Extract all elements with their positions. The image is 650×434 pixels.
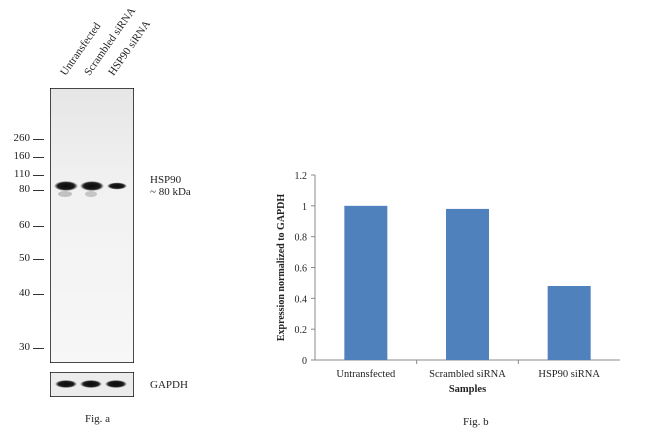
mw-tick-110 — [33, 175, 44, 176]
mw-marker-60: 60 — [19, 219, 30, 231]
mw-marker-260: 260 — [13, 132, 31, 144]
mw-marker-40: 40 — [19, 287, 30, 299]
gapdh-band-hsp90-sirna — [105, 380, 127, 388]
mw-marker-30: 30 — [19, 341, 30, 353]
mw-marker-80: 80 — [19, 183, 30, 195]
chart-labels: 0 0.2 0.4 0.6 0.8 1 1.2 Untransfected Scrambled … — [276, 171, 600, 395]
blot-membrane — [50, 88, 134, 363]
hsp90-band-hsp90-sirna — [107, 182, 127, 190]
y-tick-label: 1.2 — [295, 171, 308, 182]
mw-tick-50 — [33, 259, 44, 260]
mw-tick-60 — [33, 226, 44, 227]
figure-a-caption: Fig. a — [85, 413, 111, 425]
mw-marker-110: 110 — [13, 168, 30, 180]
mw-tick-160 — [33, 157, 44, 158]
y-axis-title: Expression normalized to GAPDH — [276, 194, 287, 342]
y-tick-label: 0.4 — [295, 294, 308, 305]
bar — [547, 286, 591, 360]
target-size-label: ~ 80 kDa — [150, 186, 191, 198]
mw-marker-50: 50 — [19, 252, 30, 264]
bar-chart: 0 0.2 0.4 0.6 0.8 1 1.2 Untransfected Scrambled … — [276, 171, 620, 395]
y-tick-label: 0.6 — [295, 264, 308, 275]
hsp90-band-untransfected — [54, 181, 78, 191]
hsp90-band-scrambled — [80, 181, 104, 191]
blot-membrane-frame — [50, 88, 134, 363]
gapdh-strip — [50, 372, 134, 397]
x-axis-title: Samples — [449, 384, 486, 395]
gapdh-band-scrambled — [80, 380, 102, 388]
hsp90-smear-untransfected — [58, 191, 72, 197]
chart-bars — [344, 205, 591, 360]
x-tick-label: Untransfected — [336, 369, 396, 380]
y-tick-label: 0.8 — [295, 233, 308, 244]
mw-tick-30 — [33, 348, 44, 349]
hsp90-smear-scrambled — [85, 191, 97, 197]
figure-b-caption: Fig. b — [463, 416, 489, 428]
gapdh-band-untransfected — [55, 380, 77, 388]
mw-tick-260 — [33, 139, 44, 140]
mw-marker-160: 160 — [13, 150, 31, 162]
y-tick-label: 1 — [302, 202, 307, 213]
target-label: HSP90 — [150, 174, 182, 186]
mw-tick-80 — [33, 190, 44, 191]
x-tick-label: Scrambled siRNA — [429, 369, 506, 380]
bar — [446, 208, 489, 360]
x-tick-label: HSP90 siRNA — [538, 369, 600, 380]
control-label: GAPDH — [150, 379, 188, 391]
bar — [344, 205, 388, 360]
mw-tick-40 — [33, 294, 44, 295]
y-tick-label: 0 — [302, 356, 307, 367]
y-tick-label: 0.2 — [295, 325, 308, 336]
